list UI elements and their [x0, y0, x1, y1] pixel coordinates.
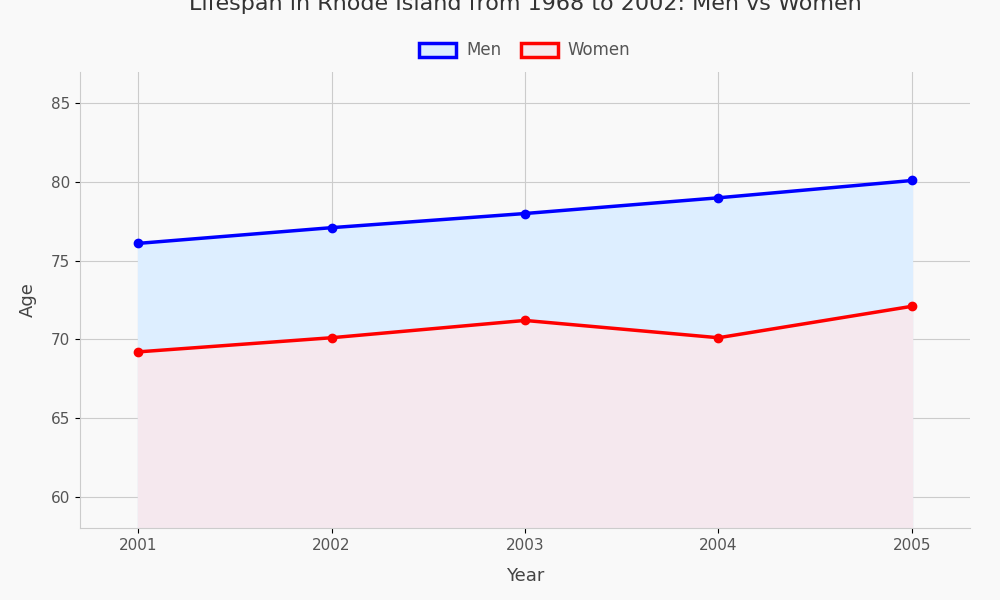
- Legend: Men, Women: Men, Women: [413, 35, 637, 66]
- Title: Lifespan in Rhode Island from 1968 to 2002: Men vs Women: Lifespan in Rhode Island from 1968 to 20…: [189, 0, 861, 13]
- X-axis label: Year: Year: [506, 566, 544, 584]
- Y-axis label: Age: Age: [19, 283, 37, 317]
